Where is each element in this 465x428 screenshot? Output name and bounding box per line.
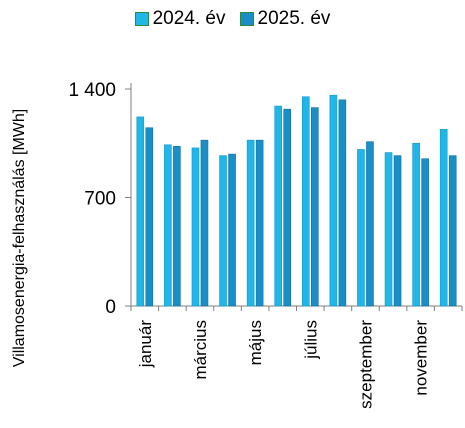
bar-2024 xyxy=(329,94,338,307)
bar-2025 xyxy=(145,127,154,307)
bar-2025 xyxy=(421,158,429,307)
bar-2024 xyxy=(439,129,448,307)
bar-2025 xyxy=(310,107,319,307)
bar-2025 xyxy=(338,99,347,307)
bar-2024 xyxy=(246,139,255,307)
x-tick-label: szeptember xyxy=(356,320,375,409)
bar-2024 xyxy=(136,116,145,307)
legend-label-2025: 2025. év xyxy=(257,8,331,29)
bar-2024 xyxy=(412,142,420,307)
bar-2025 xyxy=(366,141,374,307)
bar-2025 xyxy=(393,155,402,307)
legend-swatch-2024 xyxy=(134,12,149,26)
bar-2024 xyxy=(301,96,310,307)
bar-2025 xyxy=(228,153,236,307)
x-tick-label: március xyxy=(191,320,210,380)
y-tick-label: 0 xyxy=(105,297,116,318)
y-tick-label: 1 400 xyxy=(68,80,116,101)
bar-2024 xyxy=(384,152,393,307)
legend-label-2024: 2024. év xyxy=(152,8,226,29)
legend: 2024. év 2025. év xyxy=(0,8,465,30)
x-tick-label: május xyxy=(246,320,265,365)
bar-2025 xyxy=(255,139,264,307)
bar-2025 xyxy=(283,108,292,307)
legend-item-2024: 2024. év xyxy=(134,8,226,30)
x-tick-label: november xyxy=(412,320,431,396)
legend-swatch-2025 xyxy=(239,12,254,26)
x-tick-label: július xyxy=(301,320,320,360)
bar-2024 xyxy=(274,105,283,307)
legend-item-2025: 2025. év xyxy=(239,8,331,30)
bar-2024 xyxy=(219,155,227,307)
bar-2025 xyxy=(173,146,181,307)
bar-2024 xyxy=(191,147,200,307)
x-tick-label: január xyxy=(136,320,155,369)
bar-2025 xyxy=(448,155,457,307)
bar-2024 xyxy=(164,144,172,307)
bar-2024 xyxy=(357,149,365,307)
y-tick-label: 700 xyxy=(84,189,116,210)
bar-2025 xyxy=(200,139,209,307)
